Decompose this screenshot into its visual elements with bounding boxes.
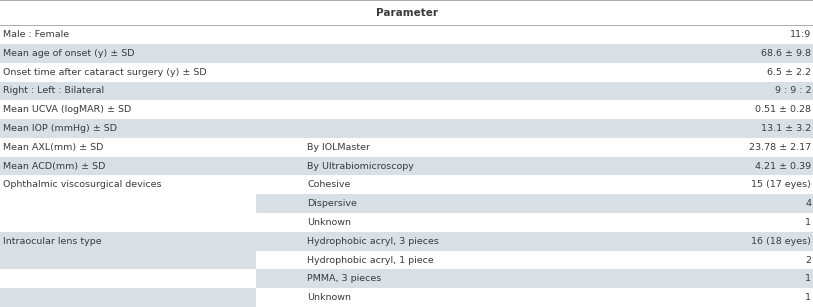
Bar	[0, 232, 813, 251]
Bar	[0, 288, 256, 307]
Bar	[0, 119, 813, 138]
Text: 0.51 ± 0.28: 0.51 ± 0.28	[755, 105, 811, 114]
Text: 11:9: 11:9	[790, 30, 811, 39]
Text: 68.6 ± 9.8: 68.6 ± 9.8	[761, 49, 811, 58]
Text: 4: 4	[806, 199, 811, 208]
Text: Mean IOP (mmHg) ± SD: Mean IOP (mmHg) ± SD	[3, 124, 117, 133]
Text: Mean UCVA (logMAR) ± SD: Mean UCVA (logMAR) ± SD	[3, 105, 132, 114]
Bar	[0, 63, 813, 82]
Text: 13.1 ± 3.2: 13.1 ± 3.2	[761, 124, 811, 133]
Bar	[0, 251, 256, 270]
Bar	[0, 270, 813, 288]
Text: 9 : 9 : 2: 9 : 9 : 2	[775, 87, 811, 95]
Text: 6.5 ± 2.2: 6.5 ± 2.2	[767, 68, 811, 77]
Bar	[0, 194, 813, 213]
Text: Parameter: Parameter	[376, 8, 437, 17]
Text: Right : Left : Bilateral: Right : Left : Bilateral	[3, 87, 104, 95]
Text: Mean age of onset (y) ± SD: Mean age of onset (y) ± SD	[3, 49, 135, 58]
Text: 1: 1	[806, 274, 811, 283]
Bar	[0, 25, 813, 44]
Bar	[0, 100, 813, 119]
Text: 1: 1	[806, 218, 811, 227]
Text: 16 (18 eyes): 16 (18 eyes)	[751, 237, 811, 246]
Text: Ophthalmic viscosurgical devices: Ophthalmic viscosurgical devices	[3, 181, 162, 189]
Bar	[0, 270, 256, 288]
Text: Mean AXL(mm) ± SD: Mean AXL(mm) ± SD	[3, 143, 103, 152]
Bar	[0, 251, 813, 270]
Text: 23.78 ± 2.17: 23.78 ± 2.17	[750, 143, 811, 152]
Text: Hydrophobic acryl, 1 piece: Hydrophobic acryl, 1 piece	[307, 255, 434, 265]
Text: Unknown: Unknown	[307, 293, 351, 302]
Bar	[0, 157, 813, 176]
Text: Mean ACD(mm) ± SD: Mean ACD(mm) ± SD	[3, 161, 106, 171]
Text: Unknown: Unknown	[307, 218, 351, 227]
Bar	[0, 194, 256, 213]
Bar	[0, 138, 813, 157]
Text: By IOLMaster: By IOLMaster	[307, 143, 370, 152]
Text: Hydrophobic acryl, 3 pieces: Hydrophobic acryl, 3 pieces	[307, 237, 439, 246]
Text: By Ultrabiomicroscopy: By Ultrabiomicroscopy	[307, 161, 414, 171]
Bar	[0, 213, 813, 232]
Text: 4.21 ± 0.39: 4.21 ± 0.39	[755, 161, 811, 171]
Bar	[0, 176, 813, 194]
Bar	[0, 288, 813, 307]
Text: Onset time after cataract surgery (y) ± SD: Onset time after cataract surgery (y) ± …	[3, 68, 207, 77]
Bar	[0, 0, 813, 25]
Text: PMMA, 3 pieces: PMMA, 3 pieces	[307, 274, 381, 283]
Text: Dispersive: Dispersive	[307, 199, 357, 208]
Text: Male : Female: Male : Female	[3, 30, 69, 39]
Text: 1: 1	[806, 293, 811, 302]
Bar	[0, 82, 813, 100]
Bar	[0, 44, 813, 63]
Text: Cohesive: Cohesive	[307, 181, 350, 189]
Text: Intraocular lens type: Intraocular lens type	[3, 237, 102, 246]
Text: 15 (17 eyes): 15 (17 eyes)	[751, 181, 811, 189]
Text: 2: 2	[806, 255, 811, 265]
